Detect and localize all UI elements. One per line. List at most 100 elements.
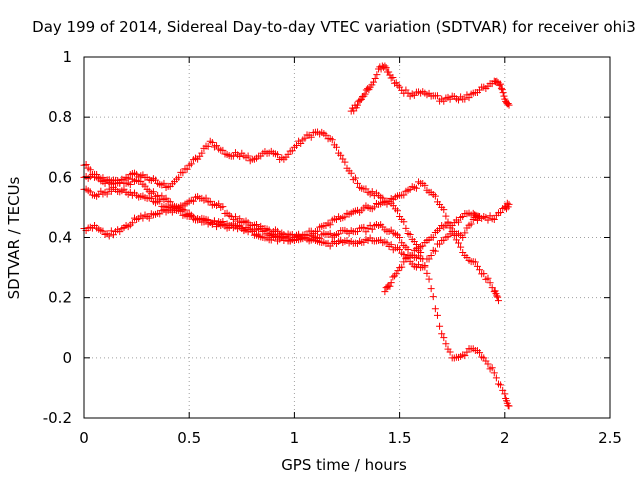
data-point: [337, 151, 345, 159]
data-point: [484, 274, 492, 282]
data-point: [467, 345, 475, 353]
data-point: [433, 311, 441, 319]
data-point: [478, 270, 486, 278]
data-point: [446, 95, 454, 103]
x-tick-label: 0: [79, 429, 89, 447]
data-point: [99, 178, 107, 186]
data-points: [80, 62, 513, 410]
data-point: [425, 236, 433, 244]
data-point: [415, 178, 423, 186]
data-point: [486, 279, 494, 287]
y-tick-label: 0.8: [48, 108, 72, 126]
x-tick-label: 1.5: [388, 429, 412, 447]
data-point: [326, 229, 334, 237]
data-point: [387, 74, 395, 82]
data-point: [326, 221, 334, 229]
data-point: [501, 390, 509, 398]
data-point: [88, 191, 96, 199]
y-tick-label: 0.2: [48, 289, 72, 307]
data-point: [474, 212, 482, 220]
data-point: [276, 230, 284, 238]
data-point: [383, 200, 391, 208]
data-point: [103, 190, 111, 198]
y-tick-label: 0.6: [48, 168, 72, 186]
data-point: [429, 233, 437, 241]
data-point: [299, 136, 307, 144]
data-point: [393, 231, 401, 239]
data-point: [225, 152, 233, 160]
data-point: [293, 142, 301, 150]
data-point: [141, 182, 149, 190]
data-point: [278, 234, 286, 242]
data-point: [488, 215, 496, 223]
data-point: [320, 130, 328, 138]
data-point: [215, 145, 223, 153]
data-point: [364, 85, 372, 93]
data-point: [400, 218, 408, 226]
data-point: [330, 215, 338, 223]
data-point: [442, 340, 450, 348]
data-point: [257, 152, 265, 160]
data-point: [504, 99, 512, 107]
data-point: [183, 165, 191, 173]
x-axis-title: GPS time / hours: [281, 456, 407, 474]
data-point: [408, 251, 416, 259]
data-point: [189, 197, 197, 205]
data-point: [204, 216, 212, 224]
data-point: [412, 184, 420, 192]
data-point: [404, 230, 412, 238]
data-point: [457, 231, 465, 239]
data-point: [253, 221, 261, 229]
data-point: [457, 93, 465, 101]
data-point: [444, 219, 452, 227]
data-point: [402, 224, 410, 232]
data-point: [107, 187, 115, 195]
data-point: [267, 147, 275, 155]
data-point: [436, 225, 444, 233]
data-point: [436, 240, 444, 248]
data-point: [173, 175, 181, 183]
data-point: [421, 261, 429, 269]
data-point: [494, 293, 502, 301]
data-point: [484, 360, 492, 368]
data-point: [361, 90, 369, 98]
data-point: [107, 180, 115, 188]
y-tick-label: 0: [62, 349, 72, 367]
data-point: [152, 193, 160, 201]
data-point: [141, 173, 149, 181]
data-point: [455, 239, 463, 247]
data-point: [130, 169, 138, 177]
data-point: [162, 184, 170, 192]
x-tick-label: 0.5: [177, 429, 201, 447]
data-point: [362, 202, 370, 210]
data-point: [457, 213, 465, 221]
data-point: [421, 181, 429, 189]
data-point: [162, 208, 170, 216]
data-point: [152, 176, 160, 184]
data-point: [425, 89, 433, 97]
data-point: [415, 261, 423, 269]
data-point: [194, 155, 202, 163]
data-point: [130, 189, 138, 197]
data-point: [347, 169, 355, 177]
y-tick-label: 1: [62, 48, 72, 66]
data-point: [105, 232, 113, 240]
data-point: [494, 297, 502, 305]
data-point: [225, 221, 233, 229]
data-point: [393, 244, 401, 252]
data-point: [309, 232, 317, 240]
data-point: [400, 191, 408, 199]
data-point: [499, 89, 507, 97]
data-point: [274, 151, 282, 159]
data-point: [204, 142, 212, 150]
data-point: [183, 199, 191, 207]
data-point: [457, 243, 465, 251]
data-point: [341, 226, 349, 234]
data-point: [219, 203, 227, 211]
data-point: [389, 273, 397, 281]
data-point: [320, 222, 328, 230]
data-point: [360, 223, 368, 231]
data-point: [461, 95, 469, 103]
data-point: [141, 211, 149, 219]
